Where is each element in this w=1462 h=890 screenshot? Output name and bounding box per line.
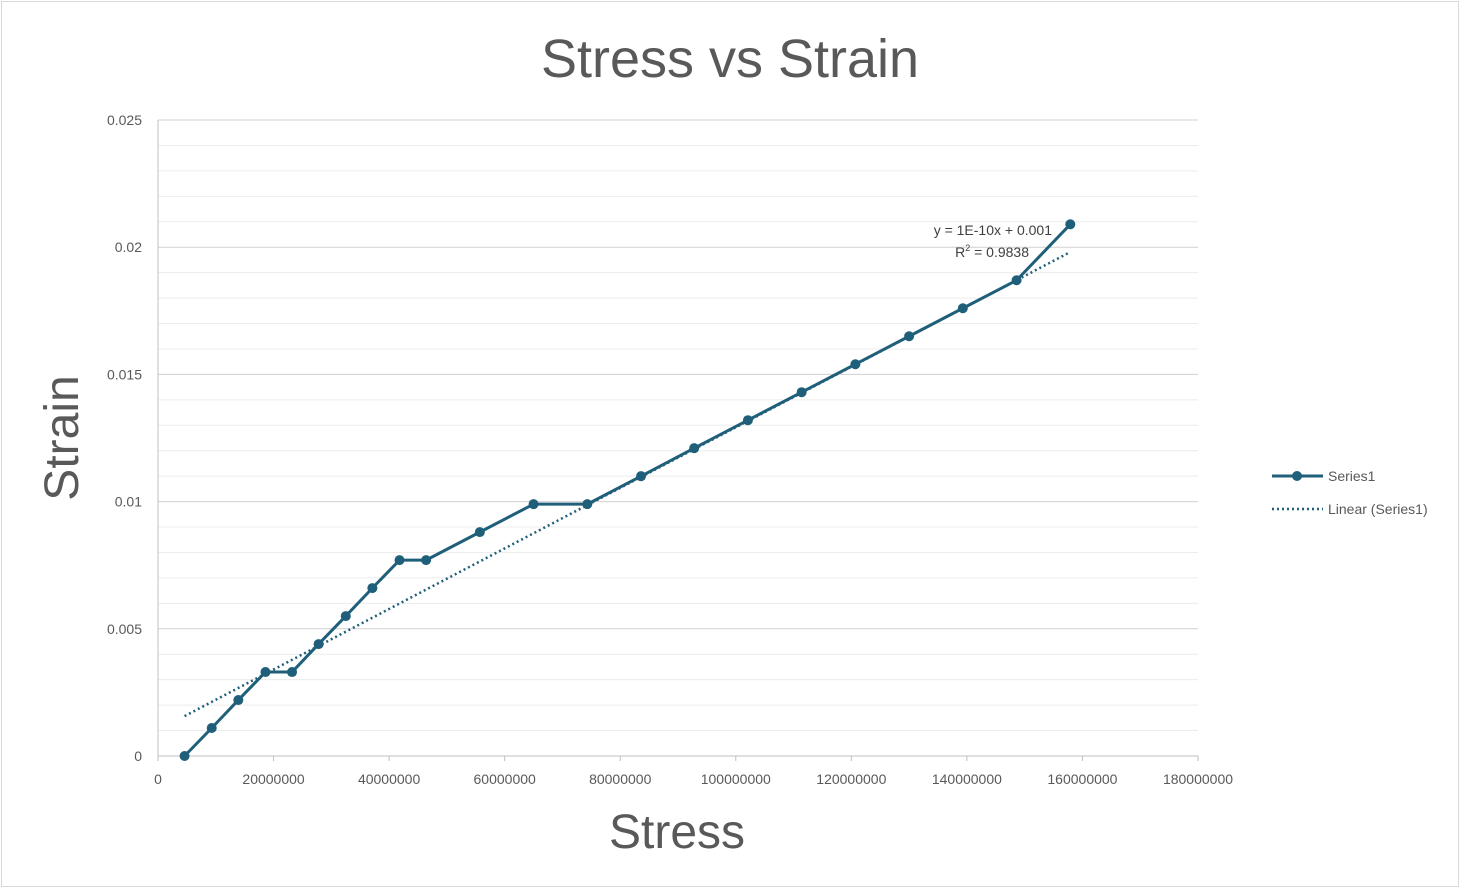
data-point xyxy=(582,499,593,510)
y-tick-label: 0.015 xyxy=(107,366,142,382)
data-point xyxy=(1011,275,1022,286)
data-point xyxy=(474,527,485,538)
data-point xyxy=(957,303,968,314)
data-point xyxy=(689,443,700,454)
tick-labels: 0 20000000 40000000 60000000 80000000 1000000… xyxy=(107,112,1233,787)
data-point xyxy=(206,723,217,734)
data-point xyxy=(179,751,190,761)
x-tick-label: 80000000 xyxy=(589,771,652,787)
x-tick-label: 20000000 xyxy=(242,771,305,787)
legend: Series1 Linear (Series1) xyxy=(1272,468,1428,517)
chart-title: Stress vs Strain xyxy=(541,29,919,89)
data-point xyxy=(528,499,539,510)
data-point xyxy=(394,555,405,566)
data-point xyxy=(850,359,861,370)
data-point xyxy=(1065,219,1076,230)
trendline xyxy=(183,250,1071,718)
trendline-equation: y = 1E-10x + 0.001 R2 = 0.9838 xyxy=(934,222,1053,260)
x-tick-label: 160000000 xyxy=(1047,771,1117,787)
y-tick-label: 0.005 xyxy=(107,621,142,637)
data-point xyxy=(904,331,915,342)
r-squared-value: = 0.9838 xyxy=(970,244,1029,260)
data-point xyxy=(313,639,324,650)
series-line-series1 xyxy=(183,223,1072,758)
y-tick-label: 0.025 xyxy=(107,112,142,128)
data-point xyxy=(367,583,378,594)
data-point xyxy=(796,387,807,398)
legend-trendline-label: Linear (Series1) xyxy=(1328,501,1428,517)
y-tick-label: 0 xyxy=(134,748,142,764)
r-squared-exponent: 2 xyxy=(965,243,970,253)
legend-series1-marker-swatch xyxy=(1292,471,1302,481)
legend-item-trendline[interactable]: Linear (Series1) xyxy=(1272,501,1428,517)
y-tick-label: 0.02 xyxy=(115,239,142,255)
axes xyxy=(157,120,1198,757)
x-tick-label: 180000000 xyxy=(1163,771,1233,787)
r-squared-label: R2 = 0.9838 xyxy=(955,243,1029,260)
x-tick-label: 120000000 xyxy=(816,771,886,787)
data-point xyxy=(260,667,271,678)
data-point xyxy=(636,471,647,482)
x-tick-label: 40000000 xyxy=(358,771,421,787)
x-tick-label: 140000000 xyxy=(932,771,1002,787)
trendline-linear-series1 xyxy=(183,250,1071,718)
equation-label: y = 1E-10x + 0.001 xyxy=(934,222,1053,238)
legend-series1-label: Series1 xyxy=(1328,468,1376,484)
data-point xyxy=(421,555,432,566)
data-point xyxy=(340,611,351,622)
data-point xyxy=(233,695,244,706)
data-point xyxy=(742,415,753,426)
legend-item-series1[interactable]: Series1 xyxy=(1272,468,1376,484)
x-axis-title: Stress xyxy=(609,806,745,859)
x-tick-label: 0 xyxy=(154,771,162,787)
r-squared-symbol: R xyxy=(955,244,965,260)
gridlines xyxy=(158,119,1198,732)
y-tick-label: 0.01 xyxy=(115,494,142,510)
series-group xyxy=(179,219,1076,761)
x-tick-label: 100000000 xyxy=(701,771,771,787)
x-tick-label: 60000000 xyxy=(474,771,537,787)
y-axis-title: Strain xyxy=(36,375,89,500)
data-point xyxy=(287,667,298,678)
